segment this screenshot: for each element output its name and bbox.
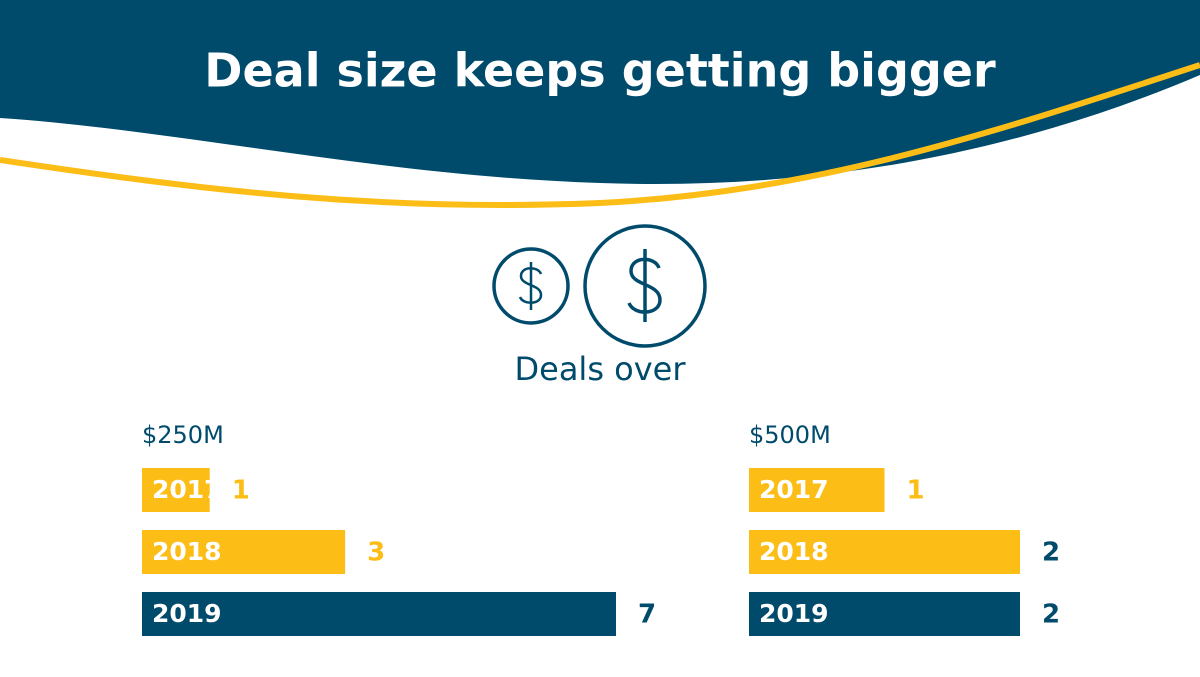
bar (142, 530, 346, 574)
header-accent (0, 62, 1200, 209)
subtitle: Deals over (514, 350, 686, 388)
dollar-icons (492, 224, 707, 348)
header-band (0, 0, 1200, 184)
value-label: 1 (907, 476, 925, 506)
small-dollar (518, 262, 543, 310)
value-label: 2 (1042, 600, 1060, 630)
category-label: 2017 (152, 475, 222, 504)
bar (142, 468, 210, 512)
bar (749, 592, 1020, 636)
large-coin (583, 224, 707, 348)
value-label: 1 (232, 476, 250, 506)
value-label: 7 (638, 600, 656, 630)
title: Deal size keeps getting bigger (204, 44, 996, 98)
category-label: 2018 (759, 537, 829, 566)
small-coin (492, 247, 570, 325)
category-label: 2018 (152, 537, 222, 566)
value-label: 2 (1042, 538, 1060, 568)
bar (749, 468, 885, 512)
value-label: 3 (367, 538, 385, 568)
bar (749, 530, 1020, 574)
bar (142, 592, 616, 636)
large-dollar (627, 249, 662, 322)
category-label: 2019 (759, 599, 829, 628)
category-label: 2017 (759, 475, 829, 504)
category-label: 2019 (152, 599, 222, 628)
chart-title: $500M (749, 421, 831, 449)
chart-title: $250M (142, 421, 224, 449)
